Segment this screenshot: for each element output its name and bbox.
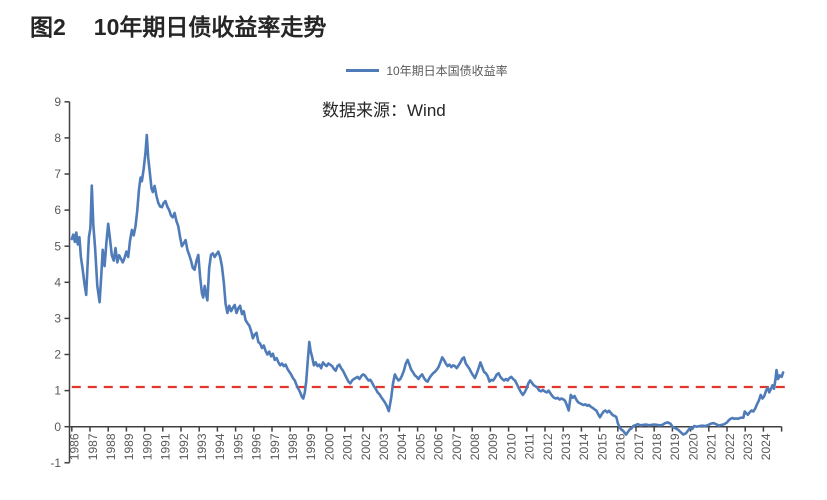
y-tick-label: 0	[54, 420, 61, 434]
x-tick-label: 2004	[395, 433, 409, 460]
x-tick-label: 1991	[159, 433, 173, 460]
data-source-note: 数据来源：Wind	[322, 101, 446, 120]
x-tick-label: 2009	[486, 433, 500, 460]
x-tick-label: 2022	[723, 433, 737, 460]
x-tick-label: 2003	[377, 433, 391, 460]
x-tick-label: 2019	[668, 433, 682, 460]
x-tick-label: 2015	[595, 433, 609, 460]
x-tick-label: 1989	[122, 433, 136, 460]
x-tick-label: 2018	[650, 433, 664, 460]
x-tick-label: 2012	[541, 433, 555, 460]
y-tick-label: -1	[50, 456, 61, 470]
legend-line-swatch	[346, 69, 380, 72]
x-tick-label: 2005	[413, 433, 427, 460]
x-tick-label: 2000	[322, 433, 336, 460]
x-tick-label: 1995	[231, 433, 245, 460]
y-tick-label: 7	[54, 167, 61, 181]
yield-line-series	[70, 133, 785, 436]
legend: 10年期日本国债收益率	[72, 62, 782, 79]
x-tick-label: 2020	[686, 433, 700, 460]
x-tick-label: 1998	[286, 433, 300, 460]
x-tick-label: 1997	[268, 433, 282, 460]
x-tick-label: 2023	[741, 433, 755, 460]
x-tick-label: 2007	[450, 433, 464, 460]
x-tick-label: 2006	[432, 433, 446, 460]
x-tick-label: 1988	[104, 433, 118, 460]
y-tick-label: 3	[54, 311, 61, 325]
x-tick-label: 2016	[614, 433, 628, 460]
x-tick-label: 2017	[632, 433, 646, 460]
y-tick-label: 8	[54, 131, 61, 145]
x-tick-label: 2014	[577, 433, 591, 460]
y-tick-label: 2	[54, 348, 61, 362]
x-tick-label: 2011	[523, 433, 537, 459]
y-tick-label: 9	[54, 95, 61, 109]
x-tick-label: 2002	[359, 433, 373, 460]
x-tick-label: 2001	[341, 433, 355, 460]
x-tick-label: 2010	[504, 433, 518, 460]
figure-title: 图2 10年期日债收益率走势	[30, 8, 326, 42]
figure-number: 图2	[30, 14, 66, 40]
x-tick-label: 1993	[195, 433, 209, 460]
x-tick-label: 2013	[559, 433, 573, 460]
y-tick-label: 4	[54, 275, 61, 289]
x-tick-label: 1986	[68, 433, 82, 460]
y-tick-label: 1	[54, 384, 61, 398]
x-tick-label: 2008	[468, 433, 482, 460]
x-tick-label: 1996	[250, 433, 264, 460]
x-tick-label: 1990	[140, 433, 154, 460]
x-tick-label: 1999	[304, 433, 318, 460]
y-tick-label: 5	[54, 239, 61, 253]
figure-title-text: 10年期日债收益率走势	[93, 14, 327, 40]
legend-series-label: 10年期日本国债收益率	[386, 64, 508, 78]
x-tick-label: 1994	[213, 433, 227, 460]
x-tick-label: 2021	[705, 433, 719, 460]
x-tick-label: 2024	[759, 433, 773, 460]
y-tick-label: 6	[54, 203, 61, 217]
x-tick-label: 1992	[177, 433, 191, 460]
x-tick-label: 1987	[86, 433, 100, 460]
